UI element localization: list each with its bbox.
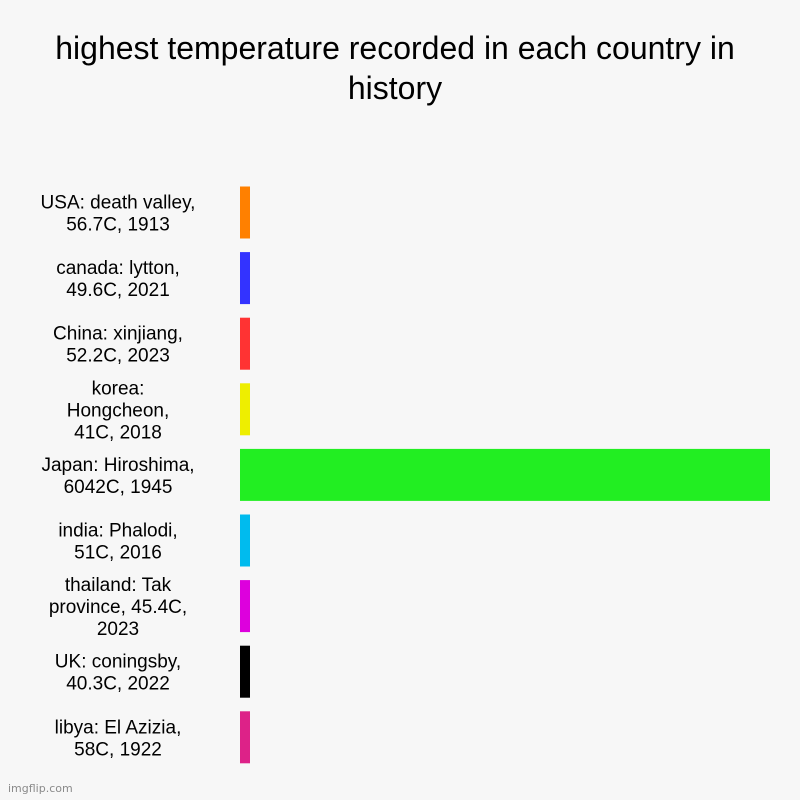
category-label-line: province, 45.4C, <box>49 597 187 618</box>
category-label-line: 56.7C, 1913 <box>66 215 170 236</box>
category-label-2: China: xinjiang, 52.2C, 2023 <box>53 324 183 367</box>
category-label-4: Japan: Hiroshima, 6042C, 1945 <box>41 455 194 498</box>
category-label-line: China: xinjiang, <box>53 324 183 345</box>
bar-7 <box>240 645 250 698</box>
category-label-line: Japan: Hiroshima, <box>41 455 194 476</box>
bar-1 <box>240 252 250 305</box>
category-label-line: libya: El Azizia, <box>55 717 182 738</box>
bars <box>240 186 770 764</box>
bar-5 <box>240 514 250 567</box>
category-label-1: canada: lytton, 49.6C, 2021 <box>56 258 180 301</box>
bar-3 <box>240 383 250 436</box>
category-label-line: india: Phalodi, <box>58 521 177 542</box>
category-labels: USA: death valley, 56.7C, 1913 canada: lyt… <box>41 193 196 761</box>
category-label-0: USA: death valley, 56.7C, 1913 <box>41 193 196 236</box>
category-label-line: 6042C, 1945 <box>64 477 173 498</box>
chart-title: highest temperature recorded in each cou… <box>55 30 735 106</box>
category-label-line: UK: coningsby, <box>55 652 181 673</box>
category-label-7: UK: coningsby, 40.3C, 2022 <box>55 652 181 695</box>
bar-4 <box>240 448 770 501</box>
bar-6 <box>240 580 250 633</box>
bar-8 <box>240 711 250 764</box>
category-label-line: USA: death valley, <box>41 193 196 214</box>
category-label-line: 58C, 1922 <box>74 739 162 760</box>
category-label-line: 51C, 2016 <box>74 543 162 564</box>
category-label-line: Hongcheon, <box>67 400 169 421</box>
category-label-5: india: Phalodi, 51C, 2016 <box>58 521 177 564</box>
bar-0 <box>240 186 250 239</box>
category-label-line: thailand: Tak <box>65 575 172 596</box>
category-label-line: 52.2C, 2023 <box>66 346 170 367</box>
category-label-6: thailand: Tak province, 45.4C, 2023 <box>49 575 187 640</box>
category-label-line: korea: <box>92 378 145 399</box>
watermark: imgflip.com <box>8 782 73 795</box>
category-label-line: 49.6C, 2021 <box>66 280 170 301</box>
category-label-line: canada: lytton, <box>56 258 180 279</box>
category-label-line: 41C, 2018 <box>74 422 162 443</box>
category-label-8: libya: El Azizia, 58C, 1922 <box>55 717 182 760</box>
category-label-line: 40.3C, 2022 <box>66 674 170 695</box>
category-label-line: 2023 <box>97 619 139 640</box>
bar-2 <box>240 317 250 370</box>
category-label-3: korea: Hongcheon, 41C, 2018 <box>67 378 169 443</box>
